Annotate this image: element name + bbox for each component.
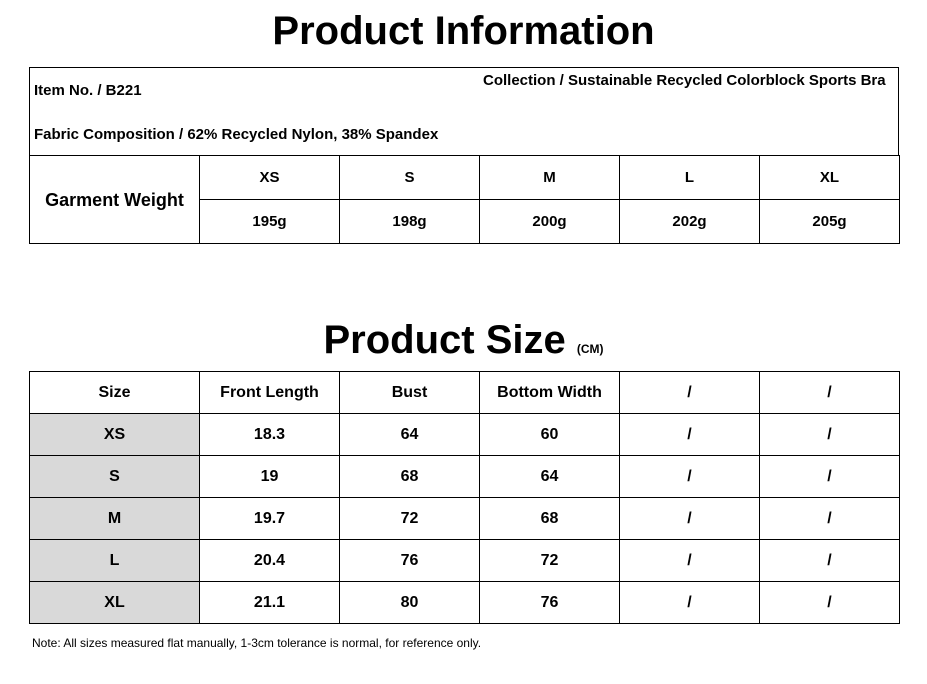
- cell: 20.4: [199, 539, 340, 582]
- cell: 76: [339, 539, 480, 582]
- header-cell: Bottom Width: [479, 371, 620, 414]
- size-row: Garment Weight XS S M L XL: [29, 155, 900, 244]
- weight-size: XS: [199, 155, 340, 200]
- weight-size: M: [479, 155, 620, 200]
- cell: 19: [199, 455, 340, 498]
- weight-table: Garment Weight XS S M L XL 195g 198g 200g 202g 205…: [29, 155, 900, 244]
- cell: /: [759, 455, 900, 498]
- size-title: Product Size: [323, 318, 566, 362]
- size-row: L 20.4 76 72//: [29, 539, 900, 582]
- size-row: XS 18.3 64 60//: [29, 413, 900, 456]
- cell: 19.7: [199, 497, 340, 540]
- cell: 76: [479, 581, 620, 624]
- weight-value: 205g: [759, 199, 900, 244]
- cell: /: [759, 539, 900, 582]
- cell: 64: [479, 455, 620, 498]
- size-table: Size Front Length Bust Bottom Width / / XS 18.3…: [29, 371, 900, 624]
- fabric: Fabric Composition / 62% Recycled Nylon,…: [34, 126, 439, 143]
- cell: 18.3: [199, 413, 340, 456]
- item-no: Item No. / B221: [34, 82, 142, 99]
- size-cell: S: [29, 455, 200, 498]
- cell: 68: [339, 455, 480, 498]
- cell: 72: [479, 539, 620, 582]
- weight-size: L: [619, 155, 760, 200]
- cell: 64: [339, 413, 480, 456]
- cell: 80: [339, 581, 480, 624]
- weight-value: 195g: [199, 199, 340, 244]
- cell: /: [619, 455, 760, 498]
- size-row: S 19 68 64//: [29, 455, 900, 498]
- weight-value: 200g: [479, 199, 620, 244]
- size-cell: L: [29, 539, 200, 582]
- cell: /: [619, 539, 760, 582]
- header-cell: Bust: [339, 371, 480, 414]
- cell: /: [759, 413, 900, 456]
- cell: /: [759, 581, 900, 624]
- weight-value: 202g: [619, 199, 760, 244]
- header-cell: /: [619, 371, 760, 414]
- cell: /: [759, 497, 900, 540]
- header-cell: Size: [29, 371, 200, 414]
- weight-row: 195g 198g 200g 202g 205g: [30, 199, 900, 244]
- info-title: Product Information: [272, 9, 655, 53]
- info-box: Item No. / B221 Collection / Sustainable…: [29, 67, 899, 156]
- cell: /: [619, 581, 760, 624]
- weight-size: S: [339, 155, 480, 200]
- weight-size: XL: [759, 155, 900, 200]
- size-unit: (CM): [576, 342, 604, 356]
- collection: Collection / Sustainable Recycled Colorb…: [483, 72, 886, 89]
- weight-label: Garment Weight: [29, 155, 200, 244]
- cell: /: [619, 497, 760, 540]
- cell: /: [619, 413, 760, 456]
- cell: 72: [339, 497, 480, 540]
- cell: 60: [479, 413, 620, 456]
- cell: 21.1: [199, 581, 340, 624]
- header-row: Size Front Length Bust Bottom Width / /: [29, 371, 900, 414]
- note: Note: All sizes measured flat manually, …: [32, 636, 482, 650]
- size-cell: XS: [29, 413, 200, 456]
- header-cell: /: [759, 371, 900, 414]
- cell: 68: [479, 497, 620, 540]
- size-cell: M: [29, 497, 200, 540]
- size-row: XL 21.1 80 76//: [29, 581, 900, 624]
- size-cell: XL: [29, 581, 200, 624]
- weight-value: 198g: [339, 199, 480, 244]
- size-row: M 19.7 72 68//: [29, 497, 900, 540]
- size-title-row: Product Size (CM): [0, 318, 927, 363]
- header-cell: Front Length: [199, 371, 340, 414]
